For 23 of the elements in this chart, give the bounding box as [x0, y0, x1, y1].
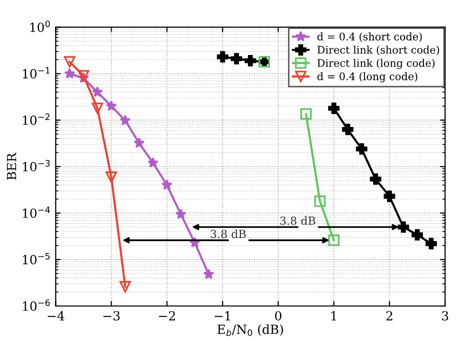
y-tick-label: 10$^{−5}$: [22, 253, 50, 264]
x-tick-label: 3: [442, 311, 448, 321]
legend-label: d = 0.4 (long code): [317, 72, 418, 82]
x-tick-label: −1: [214, 311, 230, 320]
x-tick-label: −2: [159, 311, 175, 320]
y-tick-label: 10$^{−4}$: [22, 206, 50, 218]
y-tick-label: 10$^{−1}$: [22, 67, 50, 79]
legend-label: Direct link (short code): [317, 46, 440, 56]
x-tick-label: 1: [331, 311, 336, 320]
legend-label: d = 0.4 (short code): [317, 32, 422, 42]
x-tick-label: 0: [275, 311, 282, 321]
x-axis-title: E$_{b}$/N$_{0}$ (dB): [217, 324, 284, 336]
y-tick-label: 10$^{−6}$: [22, 299, 50, 311]
y-tick-label: 10$^{−3}$: [22, 160, 50, 172]
y-tick-label: 10$^{−2}$: [22, 114, 50, 125]
x-tick-label: −4: [48, 311, 64, 320]
x-tick-label: 2: [386, 311, 392, 320]
y-axis-title: BER: [6, 152, 16, 180]
x-tick-label: −3: [103, 311, 120, 321]
legend-label: Direct link (long code): [317, 58, 435, 70]
y-tick-label: 10$^{0}$: [30, 20, 50, 32]
annotation: 3.8 dB: [280, 216, 316, 225]
annotation: 3.8 dB: [210, 229, 246, 238]
